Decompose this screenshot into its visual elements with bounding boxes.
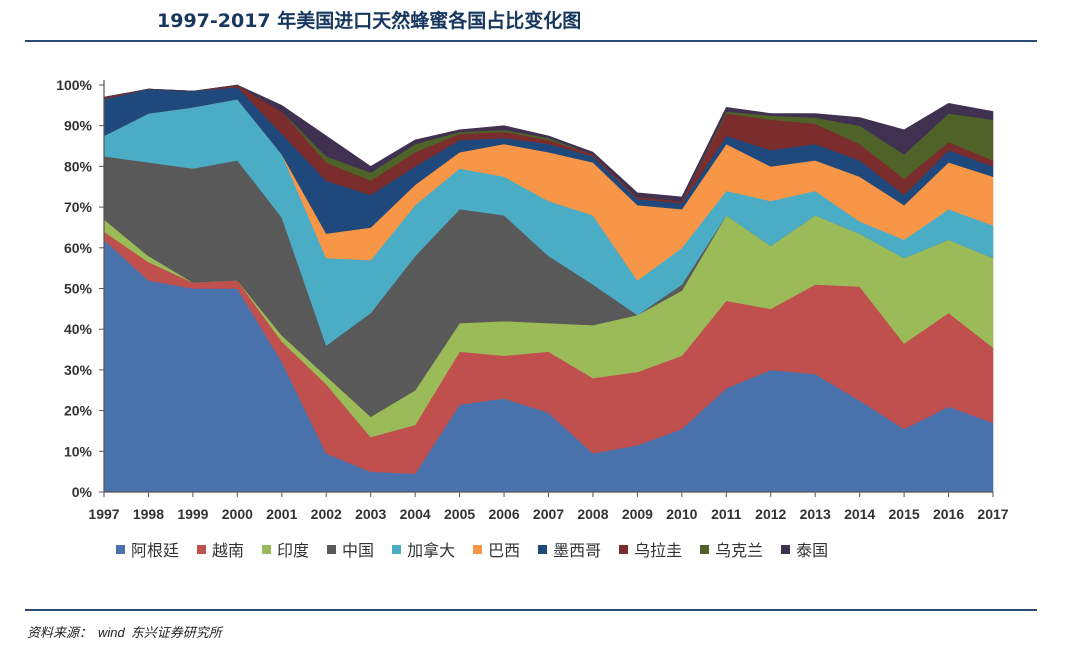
area-series-9 bbox=[103, 84, 994, 202]
x-tick-label: 2009 bbox=[622, 506, 653, 522]
legend-swatch bbox=[473, 544, 483, 554]
y-tick-label: 0% bbox=[72, 484, 93, 500]
y-tick-label: 10% bbox=[64, 443, 93, 459]
legend-label: 巴西 bbox=[488, 541, 521, 560]
legend-item: 阿根廷 bbox=[116, 537, 179, 561]
legend-label: 乌拉圭 bbox=[634, 541, 683, 560]
y-tick-label: 70% bbox=[64, 199, 93, 215]
legend-item: 中国 bbox=[327, 537, 374, 561]
legend-label: 越南 bbox=[212, 541, 245, 560]
legend-label: 乌克兰 bbox=[715, 541, 764, 560]
x-tick-label: 2016 bbox=[933, 506, 964, 522]
y-tick-label: 80% bbox=[64, 158, 93, 174]
x-tick-label: 2005 bbox=[444, 506, 475, 522]
y-axis-ticks: 0% 10% 20% 30% 40% 50% 60% 70% 80% 90% 100% bbox=[56, 77, 104, 500]
legend-label: 印度 bbox=[277, 541, 310, 560]
y-tick-label: 60% bbox=[64, 240, 93, 256]
chart-legend: 阿根廷 越南 印度 中国 加拿大 巴西 墨西哥 乌拉圭 乌克兰 泰国 bbox=[116, 537, 828, 561]
source-org: 东兴证券研究所 bbox=[130, 626, 222, 641]
header-divider bbox=[25, 40, 1037, 42]
y-tick-label: 90% bbox=[64, 118, 93, 134]
legend-swatch bbox=[700, 544, 710, 554]
footer-divider bbox=[25, 609, 1037, 611]
x-tick-label: 2015 bbox=[889, 506, 920, 522]
x-tick-label: 2003 bbox=[355, 506, 386, 522]
x-tick-label: 1999 bbox=[177, 506, 208, 522]
chart-title: 1997-2017 年美国进口天然蜂蜜各国占比变化图 bbox=[157, 10, 582, 32]
legend-swatch bbox=[116, 544, 125, 554]
source-provider: wind bbox=[98, 625, 125, 640]
x-axis-ticks: 1997 1998 1999 2000 2001 2002 2003 2004 2005 2006… bbox=[88, 492, 1009, 522]
legend-label: 中国 bbox=[342, 541, 375, 560]
y-tick-label: 40% bbox=[64, 321, 93, 337]
x-tick-label: 2002 bbox=[311, 506, 342, 522]
legend-swatch bbox=[262, 544, 272, 554]
legend-swatch bbox=[538, 544, 548, 554]
x-tick-label: 1998 bbox=[133, 506, 164, 522]
x-tick-label: 1997 bbox=[88, 506, 119, 522]
legend-item: 墨西哥 bbox=[538, 537, 601, 561]
legend-item: 印度 bbox=[262, 537, 309, 561]
source-label: 资料来源： bbox=[27, 626, 93, 641]
x-tick-label: 2008 bbox=[577, 506, 608, 522]
legend-swatch bbox=[197, 544, 207, 554]
x-tick-label: 2011 bbox=[711, 506, 742, 522]
x-tick-label: 2010 bbox=[666, 506, 697, 522]
legend-label: 阿根廷 bbox=[131, 541, 180, 560]
legend-item: 泰国 bbox=[781, 537, 828, 561]
x-tick-label: 2013 bbox=[800, 506, 831, 522]
legend-item: 乌拉圭 bbox=[619, 537, 682, 561]
x-tick-label: 2014 bbox=[844, 506, 875, 522]
x-tick-label: 2017 bbox=[977, 506, 1008, 522]
source-note: 资料来源： wind 东兴证券研究所 bbox=[27, 622, 222, 641]
x-tick-label: 2001 bbox=[266, 506, 297, 522]
y-tick-label: 100% bbox=[56, 77, 92, 93]
legend-label: 泰国 bbox=[796, 541, 829, 560]
area-layers bbox=[103, 84, 994, 493]
x-tick-label: 2012 bbox=[755, 506, 786, 522]
y-tick-label: 20% bbox=[64, 403, 93, 419]
x-tick-label: 2000 bbox=[222, 506, 253, 522]
legend-swatch bbox=[327, 544, 337, 554]
x-tick-label: 2004 bbox=[400, 506, 431, 522]
legend-swatch bbox=[392, 544, 402, 554]
x-tick-label: 2007 bbox=[533, 506, 564, 522]
legend-item: 加拿大 bbox=[392, 537, 455, 561]
x-tick-label: 2006 bbox=[488, 506, 519, 522]
y-tick-label: 50% bbox=[64, 281, 93, 297]
legend-label: 墨西哥 bbox=[553, 541, 602, 560]
legend-swatch bbox=[781, 544, 791, 554]
legend-label: 加拿大 bbox=[407, 541, 456, 560]
legend-swatch bbox=[619, 544, 629, 554]
y-tick-label: 30% bbox=[64, 362, 93, 378]
legend-item: 越南 bbox=[197, 537, 244, 561]
legend-item: 巴西 bbox=[473, 537, 520, 561]
legend-item: 乌克兰 bbox=[700, 537, 763, 561]
